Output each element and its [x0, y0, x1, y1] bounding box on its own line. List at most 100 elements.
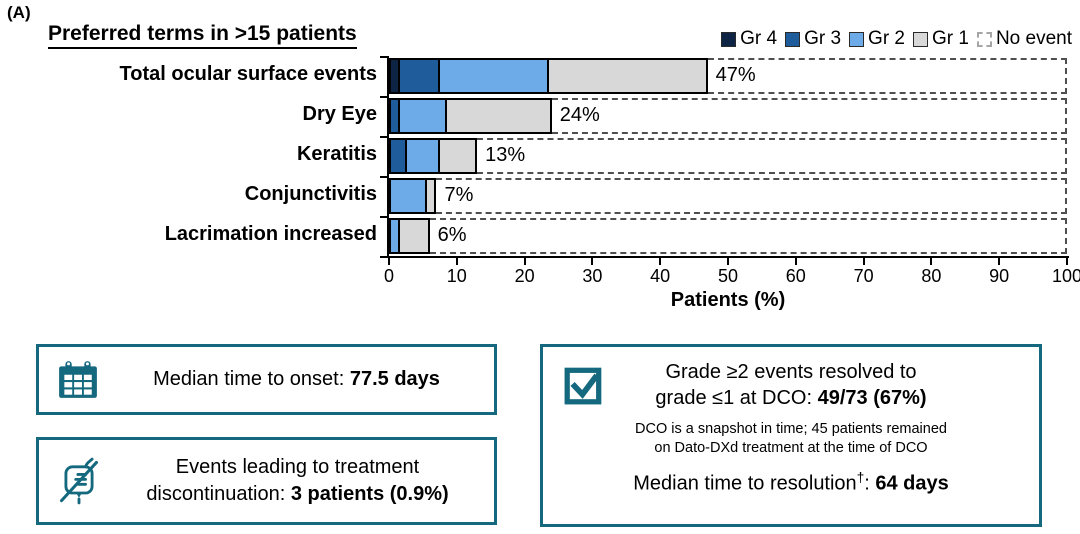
legend-swatch-icon [913, 31, 928, 47]
no-event-region [551, 98, 1067, 134]
no-event-region [436, 178, 1067, 214]
x-axis-tick-label: 10 [446, 266, 467, 286]
x-axis-tick-label: 30 [582, 266, 603, 286]
chart-title: Preferred terms in >15 patients [48, 22, 357, 49]
y-axis-tick [380, 256, 387, 258]
stacked-bar [389, 58, 708, 94]
category-label: Keratitis [296, 143, 377, 165]
x-axis-tick [523, 258, 526, 265]
y-axis-tick [380, 176, 387, 178]
legend-item-gr-3: Gr 3 [785, 28, 841, 50]
bar-segment-gr1 [424, 180, 435, 212]
stacked-bar [389, 98, 552, 134]
x-axis-tick [591, 258, 594, 265]
category-label: Conjunctivitis [244, 183, 377, 205]
bar-value-label: 24% [559, 104, 600, 126]
calendar-icon [57, 360, 99, 400]
legend-label: Gr 3 [804, 28, 842, 49]
bar-segment-gr1 [438, 140, 476, 172]
x-axis-tick [998, 258, 1001, 265]
resolution-text: Grade ≥2 events resolved to grade ≤1 at … [543, 347, 1039, 524]
bar-segment-gr3 [391, 140, 405, 172]
y-axis-tick [380, 136, 387, 138]
legend-label: Gr 4 [740, 28, 778, 49]
y-axis-tick [380, 216, 387, 218]
dco-note: DCO is a snapshot in time; 45 patients r… [635, 421, 947, 456]
bar-segment-gr2 [391, 180, 425, 212]
x-axis-tick [727, 258, 729, 265]
x-axis-title: Patients (%) [670, 289, 786, 311]
bar-segment-gr2 [397, 100, 446, 132]
x-axis-tick-label: 0 [383, 266, 394, 286]
legend-item-no-event: No event [976, 28, 1072, 50]
bar-segment-gr3 [391, 100, 398, 132]
stacked-bar [389, 178, 437, 214]
legend-item-gr-1: Gr 1 [913, 28, 969, 50]
bar-segment-gr1 [546, 60, 706, 92]
x-axis-tick [659, 258, 662, 265]
bar-value-label: 6% [437, 224, 467, 246]
discontinuation-value: 3 patients (0.9%) [290, 483, 449, 505]
discontinuation-box: Events leading to treatment discontinuat… [36, 437, 497, 525]
category-label: Total ocular surface events [119, 63, 378, 85]
x-axis-tick-label: 60 [785, 266, 806, 286]
category-label: Dry Eye [302, 103, 378, 125]
resolution-box: Grade ≥2 events resolved to grade ≤1 at … [540, 344, 1042, 527]
stacked-bar [389, 138, 478, 174]
x-axis-tick-label: 40 [650, 266, 671, 286]
bar-value-label: 47% [715, 64, 756, 86]
y-axis-tick [380, 56, 387, 58]
bar-segment-gr2 [404, 140, 439, 172]
x-axis-tick [862, 258, 865, 265]
dagger-footnote-marker: † [856, 470, 865, 486]
resolution-ratio: 49/73 (67%) [817, 387, 927, 409]
bar-segment-gr4 [391, 60, 398, 92]
category-label: Lacrimation increased [164, 223, 377, 245]
x-axis-tick [455, 258, 458, 265]
stacked-bar [389, 218, 430, 254]
x-axis-line [385, 256, 1069, 258]
bar-segment-gr3 [397, 60, 439, 92]
checkbox-icon [563, 364, 605, 411]
bar-segment-gr2 [438, 60, 547, 92]
x-axis-tick-label: 70 [853, 266, 874, 286]
chart-plot: Total ocular surface events 47% Dry Eye 24%… [119, 56, 1080, 311]
bar-value-label: 7% [444, 184, 474, 206]
bar-segment-gr1 [397, 220, 428, 252]
x-axis-tick-label: 100 [1051, 266, 1080, 286]
x-axis-tick [1066, 258, 1068, 265]
no-event-region [707, 58, 1067, 94]
legend-item-gr-2: Gr 2 [849, 28, 905, 50]
resolution-heading: Grade ≥2 events resolved to grade ≤1 at … [655, 361, 927, 409]
x-axis-tick-label: 90 [989, 266, 1010, 286]
discontinuation-text: Events leading to treatment discontinuat… [146, 456, 449, 505]
x-axis-tick [794, 258, 797, 265]
resolution-time-line: Median time to resolution†: 64 days [633, 470, 949, 495]
legend-item-gr-4: Gr 4 [721, 28, 777, 50]
x-axis-tick [388, 258, 390, 265]
no-event-region [429, 218, 1067, 254]
y-axis-line [387, 56, 389, 256]
legend-label: Gr 2 [868, 28, 905, 49]
legend-swatch-icon [785, 31, 801, 47]
bar-segment-gr2 [391, 220, 398, 252]
y-axis-tick [380, 96, 387, 98]
onset-box: Median time to onset: 77.5 days [36, 344, 497, 415]
bar-segment-gr1 [445, 100, 550, 132]
resolution-time-value: 64 days [875, 472, 949, 495]
panel-label: (A) [7, 3, 31, 22]
legend-label: No event [995, 28, 1072, 49]
bar-value-label: 13% [485, 144, 526, 166]
no-event-region [477, 138, 1067, 174]
legend-swatch-icon [849, 31, 865, 47]
iv-bag-crossed-icon [57, 457, 101, 505]
chart-legend: Gr 4 Gr 3 Gr 2 Gr 1 No event [721, 28, 1072, 50]
legend-swatch-icon [976, 31, 992, 47]
x-axis-tick-label: 80 [921, 266, 942, 286]
legend-swatch-icon [721, 31, 737, 47]
onset-text: Median time to onset: 77.5 days [153, 368, 440, 390]
legend-label: Gr 1 [932, 28, 969, 49]
onset-value: 77.5 days [349, 368, 440, 390]
x-axis-tick-label: 50 [717, 266, 739, 286]
